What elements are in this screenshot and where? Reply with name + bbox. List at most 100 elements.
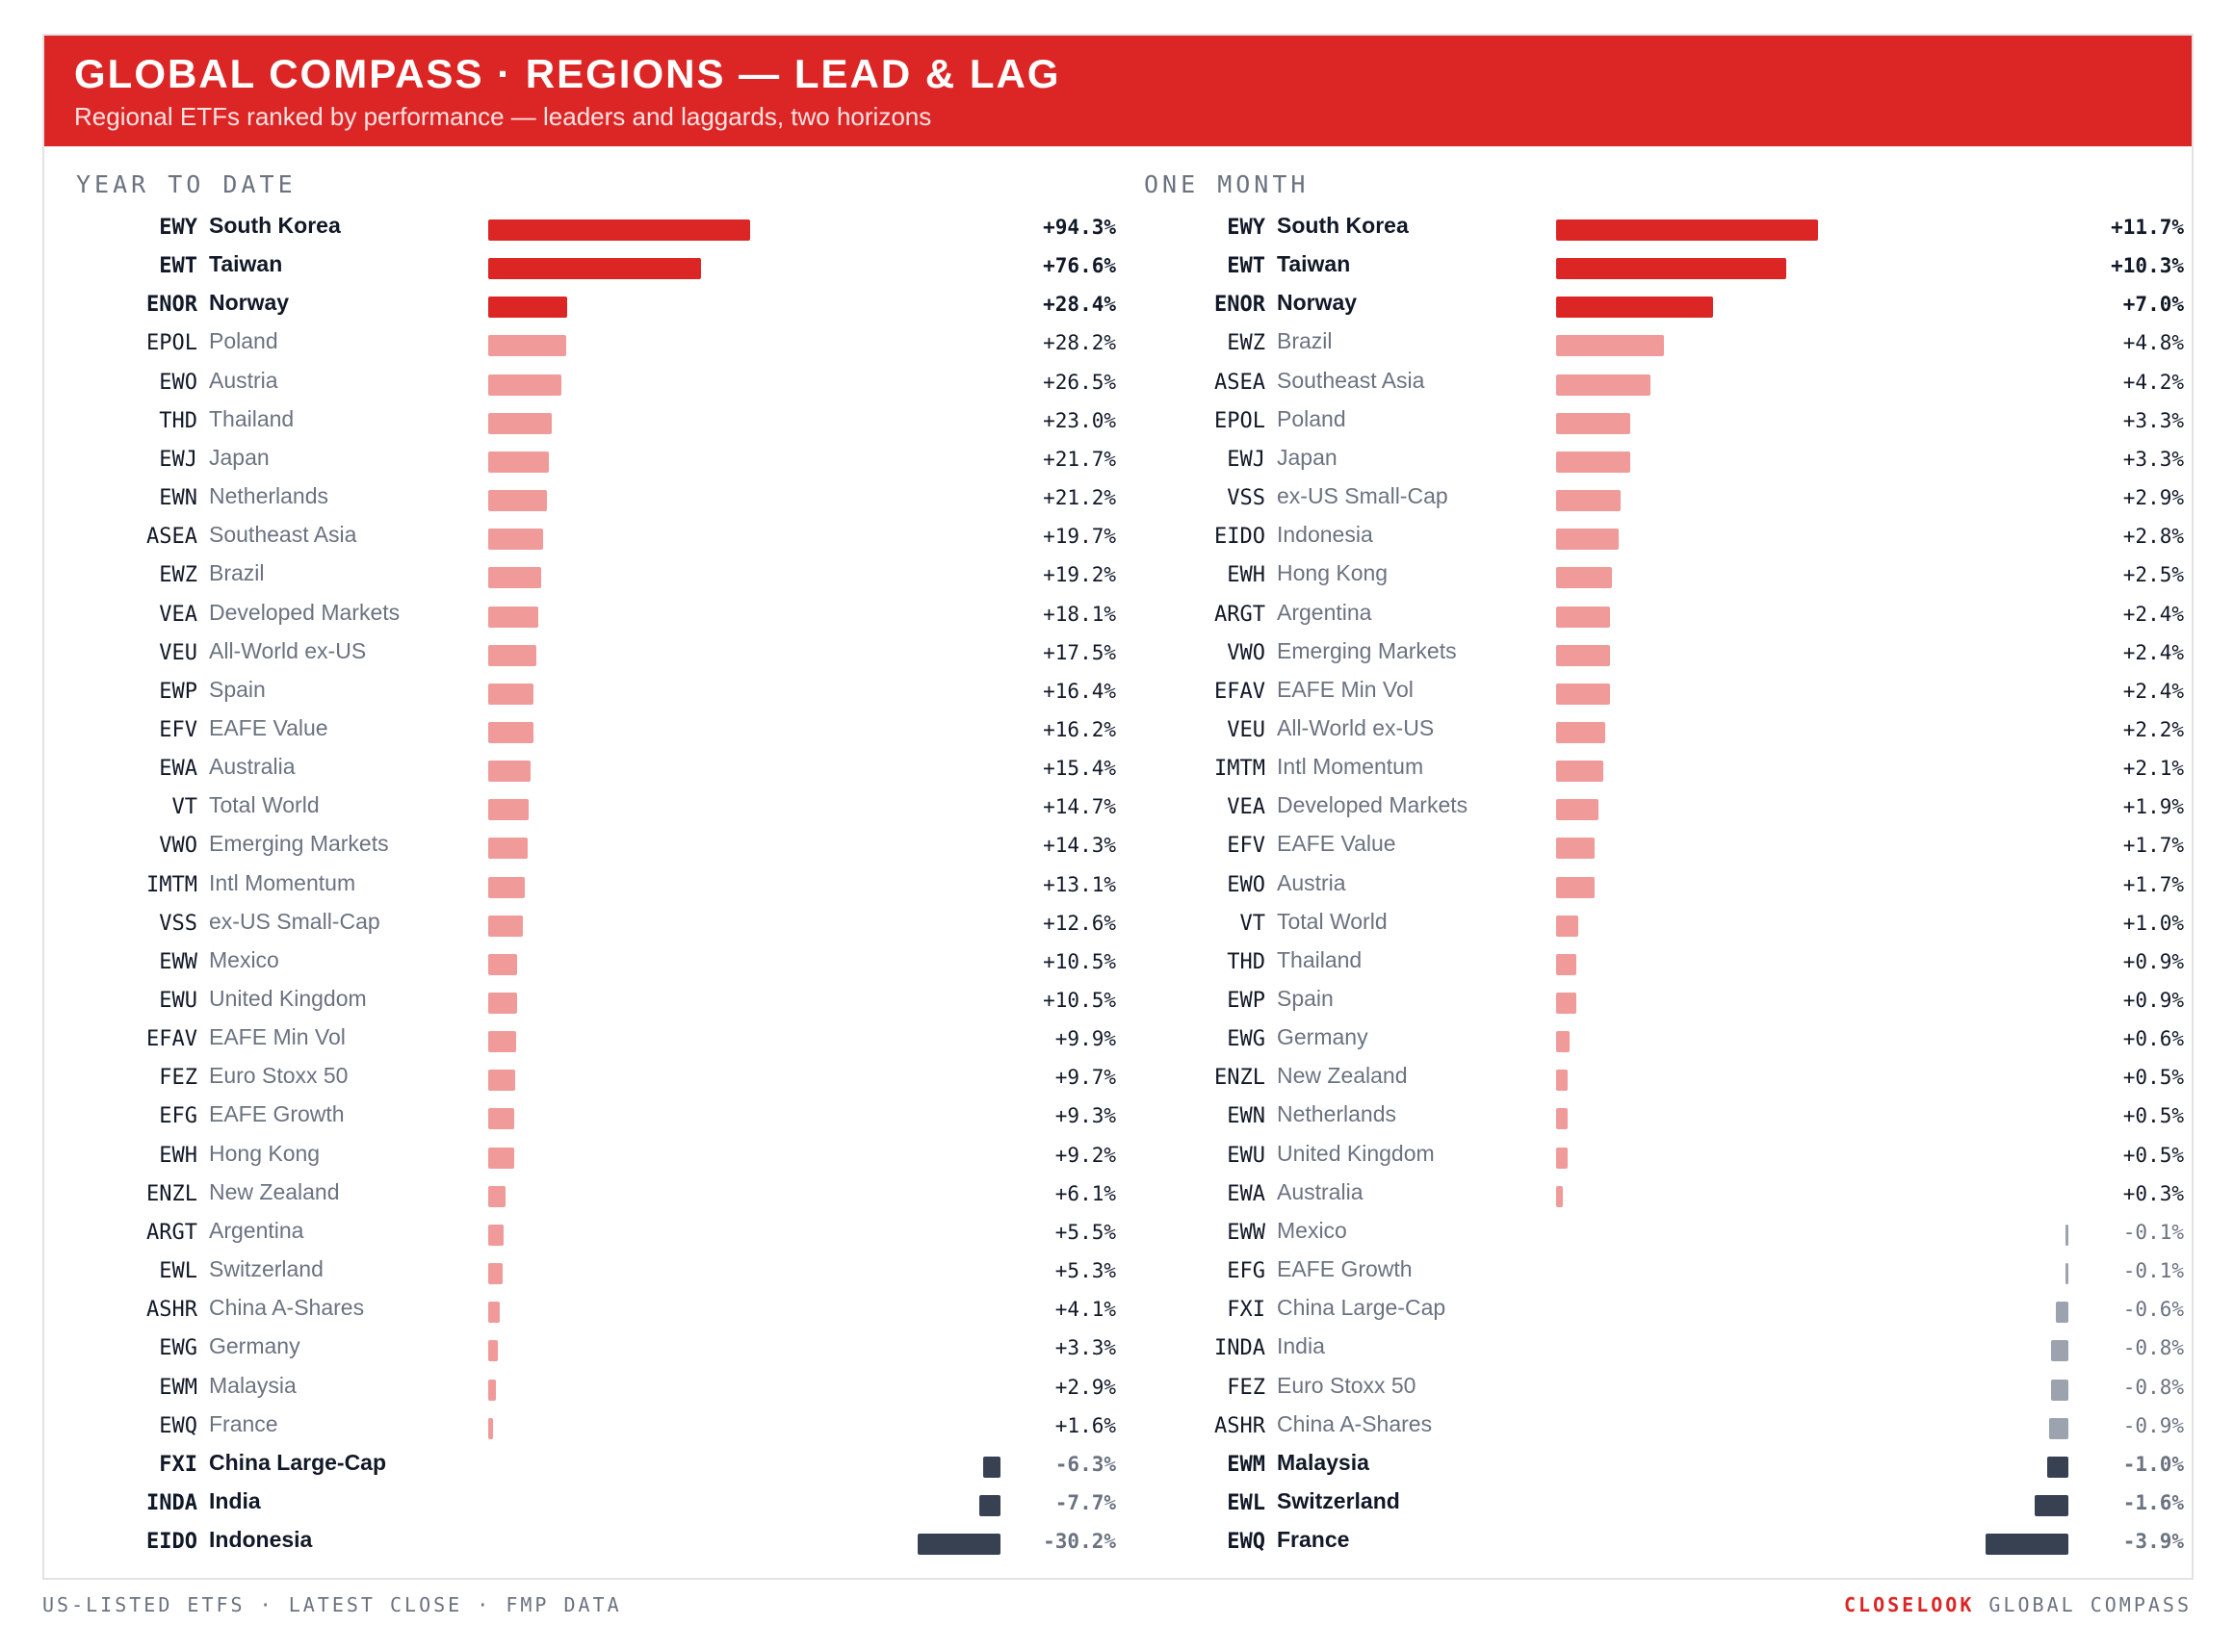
chart-row: VEU All-World ex-US +17.5% <box>76 636 1116 675</box>
value-label: +4.1% <box>1054 1298 1116 1322</box>
ticker-label: EWY <box>159 216 197 240</box>
value-bar <box>2065 1224 2068 1246</box>
chart-row: VT Total World +1.0% <box>1144 907 2184 945</box>
region-name-label: Developed Markets <box>209 599 401 625</box>
value-bar <box>1556 1070 1568 1092</box>
value-label: +1.6% <box>1054 1413 1116 1437</box>
region-name-label: Argentina <box>1277 599 1372 625</box>
value-label: +9.9% <box>1054 1027 1116 1051</box>
chart-row: ARGT Argentina +2.4% <box>1144 598 2184 636</box>
region-name-label: China A-Shares <box>209 1295 365 1321</box>
value-bar <box>1556 799 1599 821</box>
value-bar <box>1556 451 1630 473</box>
value-label: +0.9% <box>2122 949 2184 973</box>
region-name-label: France <box>1277 1527 1350 1553</box>
value-bar <box>1556 876 1595 898</box>
value-label: +10.5% <box>1043 989 1116 1012</box>
value-label: +0.3% <box>2122 1181 2184 1205</box>
chart-row: VEA Developed Markets +1.9% <box>1144 790 2184 829</box>
value-label: -30.2% <box>1043 1530 1116 1554</box>
chart-row: EWY South Korea +11.7% <box>1144 211 2184 249</box>
value-bar <box>1556 644 1610 666</box>
region-name-label: Intl Momentum <box>1277 754 1424 780</box>
value-label: +10.5% <box>1043 949 1116 973</box>
value-label: +19.7% <box>1043 525 1116 549</box>
region-name-label: ex-US Small-Cap <box>1277 483 1448 509</box>
ticker-label: EWU <box>1227 1143 1265 1168</box>
one-month-panel: ONE MONTH EWY South Korea +11.7% EWT Taiwan +… <box>1144 170 2184 1576</box>
value-bar <box>488 838 529 860</box>
ticker-label: FEZ <box>1227 1375 1265 1400</box>
value-bar <box>488 1340 498 1362</box>
value-label: +28.4% <box>1043 293 1116 317</box>
region-name-label: Spain <box>209 676 266 702</box>
region-name-label: Hong Kong <box>1277 560 1389 586</box>
chart-row: IMTM Intl Momentum +2.1% <box>1144 752 2184 790</box>
ticker-label: ASHR <box>146 1298 197 1323</box>
chart-row: EWZ Brazil +4.8% <box>1144 326 2184 365</box>
ticker-label: EWH <box>1227 563 1265 588</box>
region-name-label: Spain <box>1277 986 1334 1011</box>
value-label: +4.8% <box>2122 331 2184 355</box>
value-label: -0.6% <box>2122 1298 2184 1322</box>
value-label: -3.9% <box>2122 1530 2184 1554</box>
ticker-label: EWL <box>1227 1490 1265 1515</box>
chart-row: EWQ France +1.6% <box>76 1409 1116 1448</box>
value-bar <box>2046 1456 2068 1478</box>
value-label: +28.2% <box>1043 331 1116 355</box>
chart-row: EFV EAFE Value +1.7% <box>1144 829 2184 867</box>
value-bar <box>2051 1340 2068 1362</box>
value-bar <box>488 297 567 319</box>
footer-source: US-LISTED ETFS · LATEST CLOSE · FMP DATA <box>42 1593 622 1616</box>
ticker-label: EWP <box>1227 989 1265 1013</box>
chart-row: EWP Spain +0.9% <box>1144 984 2184 1022</box>
region-name-label: Southeast Asia <box>209 522 357 548</box>
value-label: +0.9% <box>2122 989 2184 1012</box>
value-label: -0.8% <box>2122 1375 2184 1399</box>
value-bar <box>1556 258 1787 280</box>
page-title: GLOBAL COMPASS · REGIONS — LEAD & LAG <box>74 51 1061 96</box>
value-bar <box>1556 1147 1568 1169</box>
value-label: +23.0% <box>1043 408 1116 432</box>
region-name-label: EAFE Min Vol <box>209 1024 346 1050</box>
value-label: -1.0% <box>2122 1452 2184 1476</box>
ticker-label: VSS <box>1227 486 1265 511</box>
value-bar <box>2049 1417 2068 1439</box>
region-name-label: Intl Momentum <box>209 869 356 895</box>
value-bar <box>488 644 537 666</box>
ticker-label: EWA <box>159 757 197 782</box>
ticker-label: EWZ <box>1227 331 1265 356</box>
value-bar <box>488 1302 500 1324</box>
ticker-label: EWM <box>1227 1452 1265 1477</box>
ticker-label: EWO <box>159 370 197 395</box>
chart-row: EWQ France -3.9% <box>1144 1525 2184 1563</box>
value-bar <box>1556 993 1576 1014</box>
chart-row: EWP Spain +16.4% <box>76 675 1116 713</box>
chart-row: EWA Australia +15.4% <box>76 752 1116 790</box>
value-bar <box>2065 1263 2068 1285</box>
chart-row: IMTM Intl Momentum +13.1% <box>76 868 1116 907</box>
region-name-label: Mexico <box>1277 1217 1347 1243</box>
value-bar <box>1556 374 1650 396</box>
value-bar <box>488 683 534 705</box>
ticker-label: FXI <box>159 1452 197 1477</box>
region-name-label: EAFE Min Vol <box>1277 676 1414 702</box>
chart-row: EWN Netherlands +21.2% <box>76 481 1116 520</box>
value-label: +2.9% <box>2122 486 2184 510</box>
value-bar <box>1556 529 1620 551</box>
value-bar <box>488 374 562 396</box>
value-bar <box>488 335 567 357</box>
value-label: +21.2% <box>1043 486 1116 510</box>
value-label: +94.3% <box>1043 216 1116 239</box>
chart-row: EWL Switzerland -1.6% <box>1144 1486 2184 1525</box>
ticker-label: VT <box>171 795 198 820</box>
value-bar <box>1556 219 1818 241</box>
chart-row: INDA India -0.8% <box>1144 1331 2184 1370</box>
value-label: +1.7% <box>2122 834 2184 858</box>
region-name-label: Japan <box>1277 444 1338 470</box>
chart-row: EWM Malaysia +2.9% <box>76 1371 1116 1409</box>
value-bar <box>488 606 539 628</box>
region-name-label: New Zealand <box>1277 1063 1408 1089</box>
ticker-label: EWY <box>1227 216 1265 240</box>
ticker-label: VT <box>1239 911 1266 936</box>
